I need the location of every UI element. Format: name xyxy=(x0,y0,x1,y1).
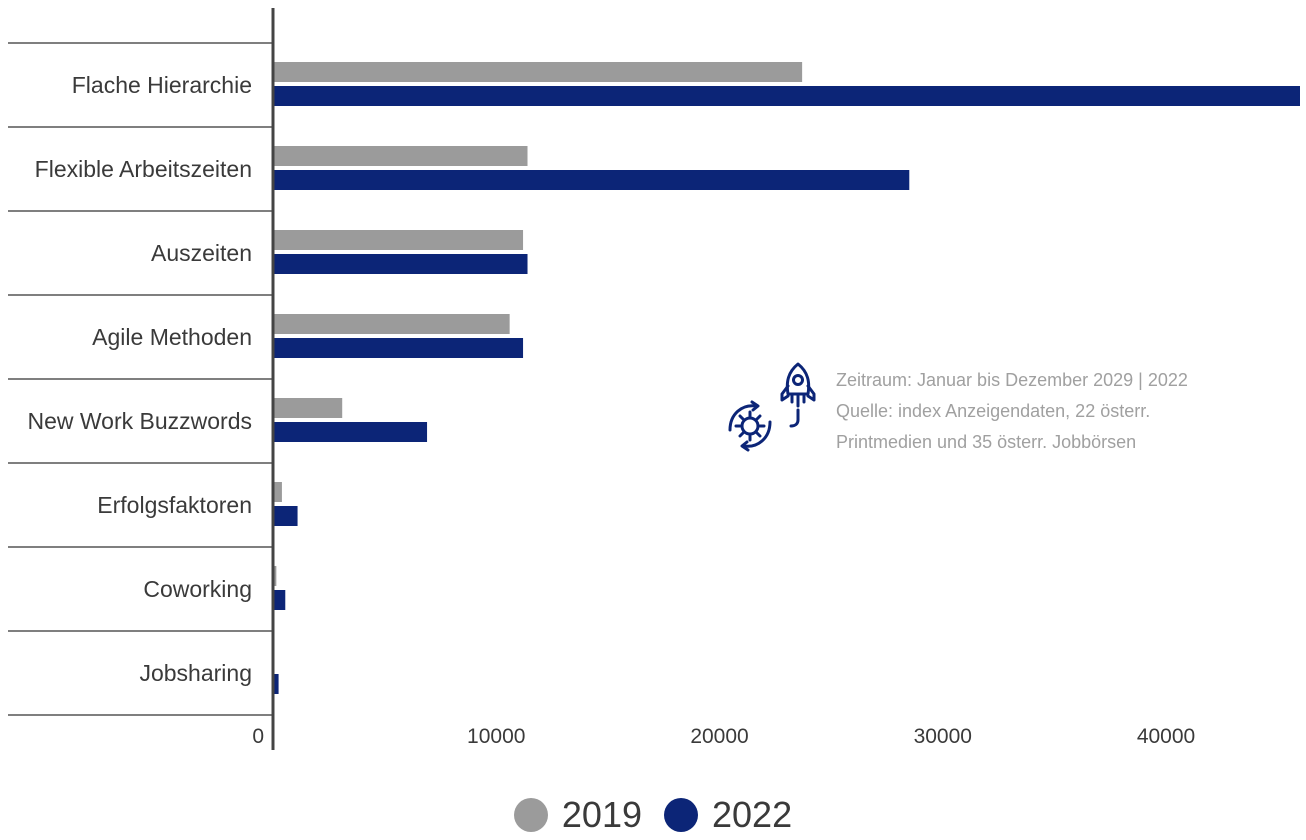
category-labels: Flache Hierarchie Flexible Arbeitszeiten A… xyxy=(27,72,252,686)
bar-2019 xyxy=(273,482,282,502)
legend-item-2022: 2022 xyxy=(664,794,792,836)
bar-2019 xyxy=(273,566,277,586)
bar-2022 xyxy=(273,254,528,274)
legend-swatch-2022 xyxy=(664,798,698,832)
bar-chart: Flache Hierarchie Flexible Arbeitszeiten A… xyxy=(8,8,1300,750)
legend-label-2019: 2019 xyxy=(561,794,642,835)
category-label: New Work Buzzwords xyxy=(27,408,252,434)
bar-2022 xyxy=(273,590,286,610)
x-tick-label: 10000 xyxy=(467,725,525,748)
bar-2022 xyxy=(273,506,298,526)
category-label: Agile Methoden xyxy=(92,324,252,350)
category-label: Flache Hierarchie xyxy=(72,72,252,98)
category-label: Jobsharing xyxy=(139,660,252,686)
legend-swatch-2019 xyxy=(513,798,548,832)
bar-2019 xyxy=(273,398,343,418)
legend-label-2022: 2022 xyxy=(712,794,793,835)
source-note: Zeitraum: Januar bis Dezember 2029 | 202… xyxy=(836,365,1276,458)
note-source-continued: Printmedien und 35 österr. Jobbörsen xyxy=(836,432,1137,452)
bar-2022 xyxy=(273,170,910,190)
bar-2019 xyxy=(273,230,524,250)
bar-2022 xyxy=(273,674,279,694)
bar-2022 xyxy=(273,422,428,442)
x-tick-label: 40000 xyxy=(1137,725,1195,748)
category-separators xyxy=(8,42,273,716)
category-label: Auszeiten xyxy=(151,240,252,266)
x-tick-label: 30000 xyxy=(914,725,972,748)
bar-2019 xyxy=(273,62,803,82)
note-timeframe: Zeitraum: Januar bis Dezember 2029 | 202… xyxy=(836,370,1188,390)
rocket-gear-icon xyxy=(722,360,832,460)
category-label: Coworking xyxy=(143,576,252,602)
category-label: Flexible Arbeitszeiten xyxy=(35,156,252,182)
bar-2019 xyxy=(273,146,528,166)
note-source: Quelle: index Anzeigendaten, 22 österr. xyxy=(836,401,1151,421)
bar-2022 xyxy=(273,86,1300,106)
legend-item-2019: 2019 xyxy=(513,794,642,836)
bar-2019 xyxy=(273,314,510,334)
legend: 2019 2022 xyxy=(0,790,1306,840)
x-axis-tick-labels: 0 10000 20000 30000 40000 xyxy=(252,725,1195,748)
x-tick-label: 20000 xyxy=(690,725,748,748)
bars xyxy=(273,62,1300,694)
category-label: Erfolgsfaktoren xyxy=(97,492,252,518)
x-tick-label: 0 xyxy=(252,725,264,748)
bar-2022 xyxy=(273,338,524,358)
